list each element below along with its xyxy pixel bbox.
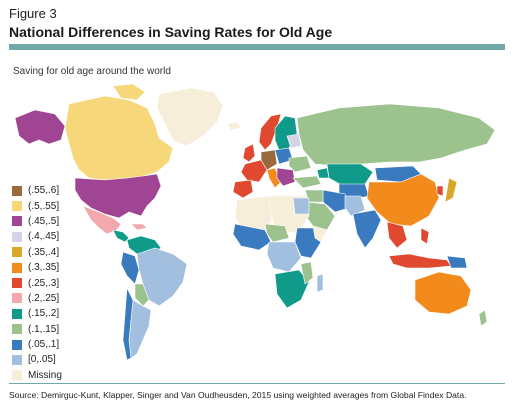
region-central-africa	[266, 241, 302, 273]
legend-swatch	[12, 354, 22, 365]
region-iberia	[232, 179, 254, 199]
region-madagascar	[316, 273, 324, 293]
region-korea	[436, 185, 444, 197]
region-iceland	[226, 121, 242, 131]
legend-swatch	[12, 324, 22, 335]
legend-swatch	[12, 278, 22, 289]
region-greenland	[156, 87, 224, 147]
legend-swatch	[12, 216, 22, 227]
region-west-africa	[232, 223, 272, 251]
legend-swatch	[12, 370, 22, 381]
legend-label: (.45,.5]	[28, 215, 60, 227]
region-ukraine	[288, 155, 312, 173]
legend-label: (.35,.4]	[28, 246, 60, 258]
region-japan	[444, 177, 458, 203]
legend-label: (.15,.2]	[28, 308, 60, 320]
region-turkey	[292, 175, 322, 189]
legend-label: (.5,.55]	[28, 200, 60, 212]
legend-label: (.05,.1]	[28, 339, 60, 351]
region-kazakhstan	[326, 163, 374, 187]
legend-label: (.3,.35]	[28, 262, 60, 274]
legend-label: (.55,.6]	[28, 185, 60, 197]
region-italy	[266, 167, 282, 189]
legend-item: (.55,.6]	[12, 183, 62, 198]
region-australia	[414, 271, 472, 315]
region-sahel	[264, 223, 290, 243]
legend-swatch	[12, 262, 22, 273]
legend-swatch	[12, 185, 22, 196]
region-papua	[446, 255, 468, 269]
region-peru	[120, 251, 140, 285]
region-philippines	[420, 227, 430, 245]
legend-item: (.45,.5]	[12, 214, 62, 229]
legend-item: (.2,.25]	[12, 291, 62, 306]
legend-item: [0,.05]	[12, 352, 62, 367]
legend-swatch	[12, 247, 22, 258]
legend-label: (.4,.45]	[28, 231, 60, 243]
region-india	[352, 209, 382, 249]
legend-item: (.35,.4]	[12, 245, 62, 260]
legend-item: (.3,.35]	[12, 260, 62, 275]
region-caribbean	[130, 223, 148, 231]
region-russia	[296, 103, 496, 167]
legend-label: (.2,.25]	[28, 292, 60, 304]
legend-item: (.4,.45]	[12, 229, 62, 244]
region-bolivia	[134, 283, 150, 307]
legend-label: Missing	[28, 369, 62, 381]
region-horn-of-africa	[312, 225, 328, 243]
legend-label: (.25,.3]	[28, 277, 60, 289]
map-legend: (.55,.6] (.5,.55] (.45,.5] (.4,.45] (.35,.4]…	[12, 183, 62, 383]
source-note: Source: Demirguc-Kunt, Klapper, Singer a…	[9, 390, 467, 400]
legend-label: [0,.05]	[28, 354, 56, 366]
figure-label: Figure 3	[9, 6, 57, 21]
region-germany	[260, 149, 278, 171]
region-canada	[64, 95, 174, 181]
figure-title: National Differences in Saving Rates for…	[9, 24, 333, 40]
legend-item: Missing	[12, 368, 62, 383]
region-mozambique	[300, 261, 314, 285]
region-canada-islands	[112, 83, 146, 101]
legend-item: (.1,.15]	[12, 322, 62, 337]
legend-swatch	[12, 339, 22, 350]
legend-swatch	[12, 231, 22, 242]
region-mexico	[82, 205, 122, 235]
legend-item: (.05,.1]	[12, 337, 62, 352]
region-norway	[258, 113, 282, 151]
legend-item: (.15,.2]	[12, 306, 62, 321]
legend-item: (.25,.3]	[12, 275, 62, 290]
legend-item: (.5,.55]	[12, 198, 62, 213]
region-uk	[242, 143, 256, 163]
legend-swatch	[12, 201, 22, 212]
region-indonesia	[388, 253, 452, 269]
legend-swatch	[12, 293, 22, 304]
region-southern-africa	[274, 269, 310, 309]
region-chile	[122, 286, 134, 361]
region-brazil	[136, 247, 188, 307]
bottom-rule	[9, 383, 505, 384]
region-alaska	[14, 109, 66, 145]
title-rule	[9, 44, 505, 50]
region-baltics	[286, 133, 302, 149]
legend-label: (.1,.15]	[28, 323, 60, 335]
region-central-america	[112, 229, 130, 243]
region-usa	[74, 173, 162, 219]
world-map	[9, 78, 505, 380]
map-subtitle: Saving for old age around the world	[13, 66, 171, 77]
region-new-zealand	[478, 309, 488, 327]
region-egypt	[292, 197, 310, 215]
region-mainland-sea	[386, 221, 408, 249]
legend-swatch	[12, 308, 22, 319]
region-china	[366, 173, 440, 227]
region-caucasus	[316, 167, 330, 179]
region-balkans	[276, 167, 296, 187]
